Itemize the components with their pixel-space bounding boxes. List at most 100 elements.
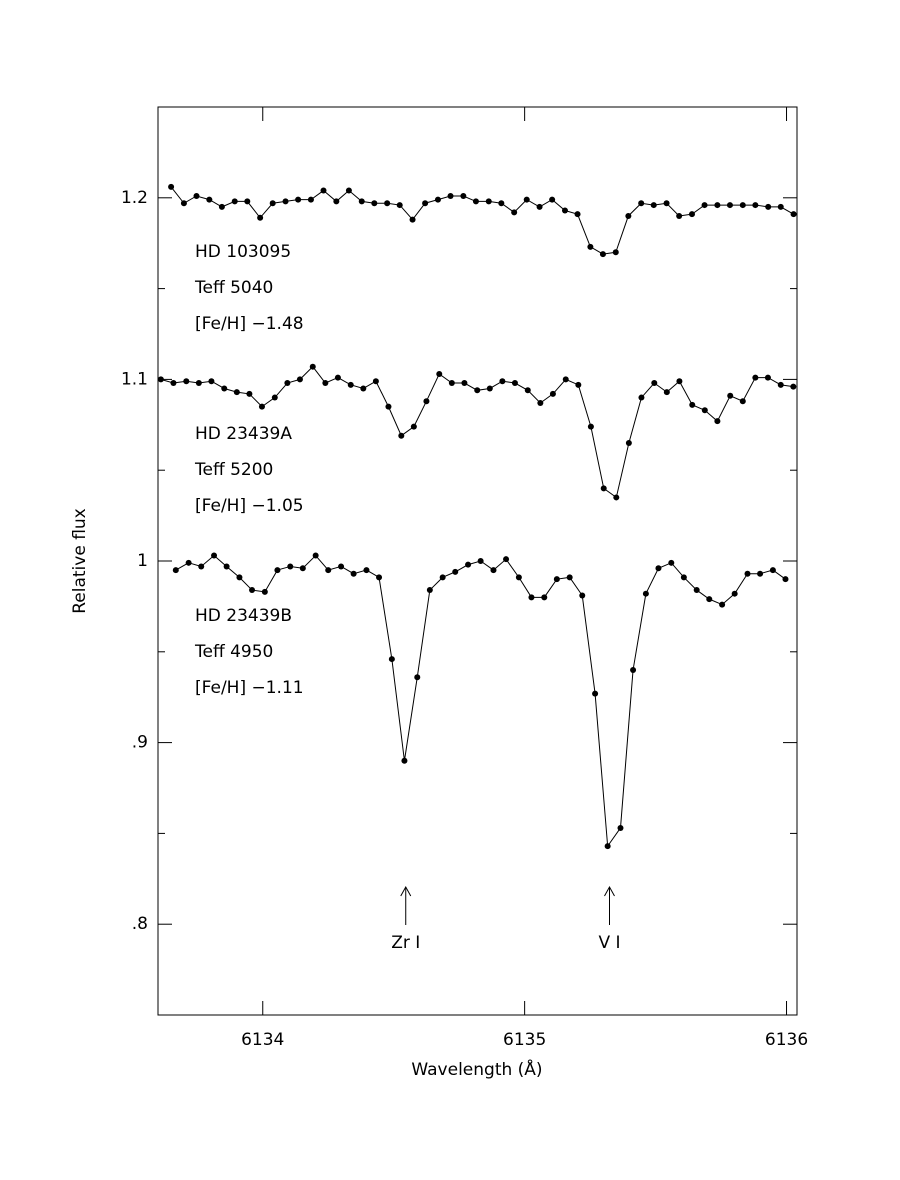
line-id-label: V I bbox=[598, 933, 620, 953]
data-point bbox=[655, 565, 662, 572]
y-tick-label: 1.2 bbox=[121, 188, 148, 208]
data-point bbox=[663, 389, 670, 396]
x-tick-label: 6135 bbox=[503, 1030, 546, 1050]
data-point bbox=[575, 381, 582, 388]
y-tick-label: .9 bbox=[132, 733, 148, 753]
data-point bbox=[274, 567, 281, 574]
data-point bbox=[208, 378, 215, 385]
data-point bbox=[782, 576, 789, 583]
data-point bbox=[592, 690, 599, 697]
data-point bbox=[790, 211, 797, 218]
data-point bbox=[727, 392, 734, 399]
data-point bbox=[257, 214, 264, 221]
line-id-arrowhead bbox=[400, 885, 412, 897]
data-point bbox=[423, 398, 430, 405]
data-point bbox=[642, 590, 649, 597]
data-point bbox=[536, 203, 543, 210]
data-point bbox=[663, 200, 670, 207]
data-point bbox=[777, 203, 784, 210]
data-point bbox=[613, 494, 620, 501]
y-tick-label: 1.1 bbox=[121, 369, 148, 389]
data-point bbox=[172, 567, 179, 574]
series-info: [Fe/H] −1.05 bbox=[195, 496, 304, 516]
y-tick-label: 1 bbox=[137, 551, 148, 571]
data-point bbox=[638, 200, 645, 207]
data-point bbox=[600, 485, 607, 492]
data-point bbox=[579, 592, 586, 599]
data-point bbox=[157, 376, 164, 383]
data-point bbox=[714, 202, 721, 209]
data-point bbox=[360, 385, 367, 392]
data-point bbox=[587, 243, 594, 250]
data-point bbox=[307, 196, 314, 203]
data-point bbox=[511, 380, 518, 387]
data-point bbox=[676, 378, 683, 385]
data-point bbox=[764, 374, 771, 381]
data-point bbox=[236, 574, 243, 581]
data-point bbox=[193, 192, 200, 199]
x-tick-label: 6134 bbox=[241, 1030, 284, 1050]
y-tick-label: .8 bbox=[132, 914, 148, 934]
data-point bbox=[183, 378, 190, 385]
data-point bbox=[372, 378, 379, 385]
data-point bbox=[777, 381, 784, 388]
data-point bbox=[790, 383, 797, 390]
data-point bbox=[630, 666, 637, 673]
data-point bbox=[693, 587, 700, 594]
data-point bbox=[261, 588, 268, 595]
data-point bbox=[549, 196, 556, 203]
data-point bbox=[206, 196, 213, 203]
data-point bbox=[439, 574, 446, 581]
data-point bbox=[347, 381, 354, 388]
data-point bbox=[472, 198, 479, 205]
data-point bbox=[312, 552, 319, 559]
data-point bbox=[231, 198, 238, 205]
data-point bbox=[650, 202, 657, 209]
data-point bbox=[434, 196, 441, 203]
series-label: HD 103095 bbox=[195, 242, 291, 262]
data-point bbox=[515, 574, 522, 581]
data-point bbox=[426, 587, 433, 594]
data-point bbox=[528, 594, 535, 601]
data-point bbox=[617, 824, 624, 831]
data-point bbox=[537, 400, 544, 407]
data-point bbox=[524, 387, 531, 394]
data-point bbox=[503, 556, 510, 563]
data-point bbox=[296, 376, 303, 383]
data-point bbox=[198, 563, 205, 570]
data-point bbox=[460, 192, 467, 199]
data-point bbox=[322, 380, 329, 387]
data-point bbox=[651, 380, 658, 387]
data-point bbox=[731, 590, 738, 597]
data-point bbox=[282, 198, 289, 205]
data-point bbox=[680, 574, 687, 581]
data-point bbox=[309, 363, 316, 370]
x-tick-label: 6136 bbox=[765, 1030, 808, 1050]
data-point bbox=[523, 196, 530, 203]
series-info: Teff 5040 bbox=[194, 278, 273, 298]
data-point bbox=[170, 380, 177, 387]
data-point bbox=[195, 380, 202, 387]
data-point bbox=[218, 203, 225, 210]
data-point bbox=[287, 563, 294, 570]
data-point bbox=[744, 570, 751, 577]
data-point bbox=[448, 380, 455, 387]
data-point bbox=[701, 202, 708, 209]
data-point bbox=[499, 378, 506, 385]
data-point bbox=[541, 594, 548, 601]
data-point bbox=[363, 567, 370, 574]
data-point bbox=[269, 200, 276, 207]
data-point bbox=[511, 209, 518, 216]
data-point bbox=[549, 390, 556, 397]
data-point bbox=[599, 251, 606, 258]
data-point bbox=[485, 198, 492, 205]
data-point bbox=[587, 423, 594, 430]
data-point bbox=[185, 559, 192, 566]
data-point bbox=[561, 207, 568, 214]
data-point bbox=[714, 418, 721, 425]
data-point bbox=[401, 757, 408, 764]
data-point bbox=[371, 200, 378, 207]
data-point bbox=[498, 200, 505, 207]
line-id-label: Zr I bbox=[391, 933, 420, 953]
